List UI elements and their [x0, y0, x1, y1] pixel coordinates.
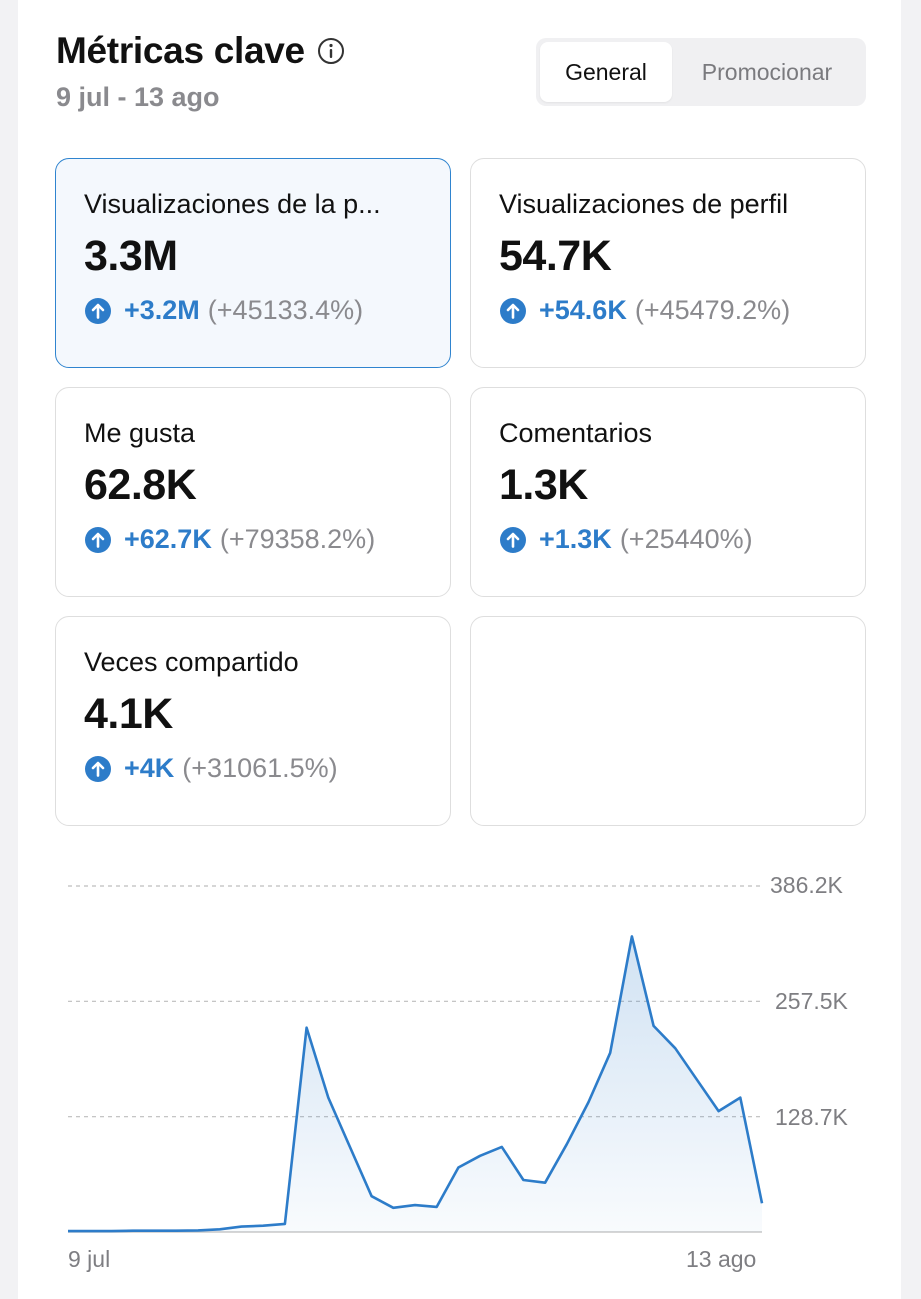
metric-delta-percent: (+31061.5%)	[182, 753, 338, 783]
header: Métricas clave 9 jul - 13 ago	[56, 30, 345, 113]
left-edge	[0, 0, 18, 1299]
chart-plot	[68, 885, 764, 1233]
info-circle-icon[interactable]	[317, 37, 345, 65]
arrow-up-circle-icon	[85, 526, 111, 553]
x-tick-label-end: 13 ago	[686, 1246, 757, 1272]
metric-value: 54.7K	[499, 232, 612, 280]
metric-label: Veces compartido	[84, 647, 299, 677]
series-area	[68, 936, 762, 1232]
metric-delta-absolute: +1.3K	[539, 524, 612, 554]
arrow-up-circle-icon	[85, 755, 111, 782]
metric-label: Me gusta	[84, 418, 196, 448]
metric-delta-absolute: +54.6K	[539, 295, 627, 325]
metric-value: 4.1K	[84, 690, 173, 738]
arrow-up-circle-icon	[85, 297, 111, 324]
y-tick-label: 386.2K	[770, 872, 843, 898]
metric-label: Visualizaciones de la p...	[84, 189, 381, 219]
view-toggle: General Promocionar	[536, 38, 866, 106]
metric-delta-absolute: +3.2M	[124, 295, 200, 325]
metric-delta: +3.2M (+45133.4%)	[84, 295, 422, 326]
metric-card-visualizaciones-publicacion[interactable]: Visualizaciones de la p... 3.3M +3.2M (+…	[55, 158, 451, 368]
metric-delta-percent: (+25440%)	[619, 524, 753, 554]
metric-delta-percent: (+79358.2%)	[219, 524, 376, 554]
metric-delta-absolute: +62.7K	[124, 524, 212, 554]
metric-card-veces-compartido[interactable]: Veces compartido 4.1K +4K (+31061.5%)	[55, 616, 451, 826]
metric-value: 62.8K	[84, 461, 197, 509]
x-tick-label-start: 9 jul	[68, 1246, 111, 1272]
metric-card-empty	[470, 616, 866, 826]
metric-label: Comentarios	[499, 418, 653, 448]
right-edge	[901, 0, 921, 1299]
metric-card-me-gusta[interactable]: Me gusta 62.8K +62.7K (+79358.2%)	[55, 387, 451, 597]
metric-delta: +54.6K (+45479.2%)	[499, 295, 837, 326]
metric-delta-absolute: +4K	[124, 753, 175, 783]
metric-card-comentarios[interactable]: Comentarios 1.3K +1.3K (+25440%)	[470, 387, 866, 597]
metric-value: 1.3K	[499, 461, 588, 509]
metric-delta: +4K (+31061.5%)	[84, 753, 422, 784]
metric-value: 3.3M	[84, 232, 178, 280]
metric-label: Visualizaciones de perfil	[499, 189, 789, 219]
tab-general[interactable]: General	[540, 42, 672, 102]
y-tick-label: 257.5K	[775, 988, 848, 1014]
page-title: Métricas clave	[56, 30, 305, 71]
metric-delta-percent: (+45479.2%)	[634, 295, 791, 325]
tab-promocionar[interactable]: Promocionar	[701, 58, 833, 85]
arrow-up-circle-icon	[500, 526, 526, 553]
y-tick-label: 128.7K	[775, 1104, 848, 1130]
arrow-up-circle-icon	[500, 297, 526, 324]
metric-delta: +1.3K (+25440%)	[499, 524, 837, 555]
metric-delta-percent: (+45133.4%)	[207, 295, 364, 325]
date-range: 9 jul - 13 ago	[56, 82, 220, 112]
series-line	[68, 935, 764, 1233]
metric-delta: +62.7K (+79358.2%)	[84, 524, 422, 555]
views-chart: 386.2K 257.5K 128.7K 9 jul 13 ago	[0, 860, 921, 1280]
metric-card-visualizaciones-perfil[interactable]: Visualizaciones de perfil 54.7K +54.6K (…	[470, 158, 866, 368]
